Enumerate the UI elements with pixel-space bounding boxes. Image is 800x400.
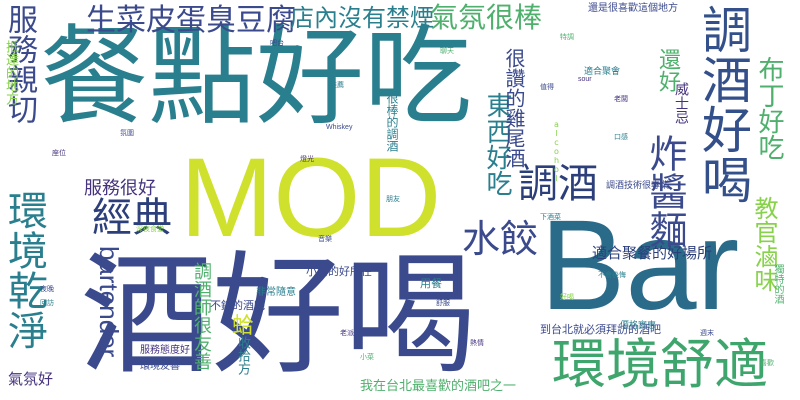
word-cloud-term: 夜晚 xyxy=(40,285,54,293)
word-cloud-term: 非常隨意 xyxy=(256,287,296,298)
word-cloud-term: 小酌的好所在 xyxy=(306,265,372,278)
word-cloud-term: 布丁好吃 xyxy=(754,56,784,160)
word-cloud-term: 很棒的調酒 xyxy=(385,92,399,152)
word-cloud-term: 還好 xyxy=(655,48,680,92)
word-cloud-term: 環境舒適 xyxy=(552,333,768,396)
word-cloud-term: 小菜 xyxy=(360,353,374,361)
word-cloud-term: 週末 xyxy=(700,329,714,337)
word-cloud-term: 喜歡 xyxy=(760,359,774,367)
word-cloud-term: 生菜皮蛋臭豆腐 xyxy=(86,3,296,38)
word-cloud-term: 音樂 xyxy=(318,235,332,243)
word-cloud-term: 座位 xyxy=(52,149,66,157)
word-cloud-term: 氣氛好 xyxy=(8,370,54,388)
word-cloud-term: 經典 xyxy=(92,195,172,241)
word-cloud-term: 特調 xyxy=(560,33,574,41)
word-cloud-term: MOD xyxy=(180,135,442,260)
word-cloud-term: 店內沒有禁煙 xyxy=(290,4,434,32)
word-cloud-term: 東西好吃 xyxy=(482,92,512,196)
word-cloud-term: 適合聚會 xyxy=(584,67,621,77)
word-cloud-term: 價格實惠 xyxy=(620,321,657,331)
word-cloud-term: 威士忌 xyxy=(673,82,689,124)
word-cloud-term: 氣氛很棒 xyxy=(430,1,543,34)
word-cloud-term: 老闆 xyxy=(614,95,628,103)
word-cloud-term: 收拾方 xyxy=(235,336,250,375)
word-cloud-term: 用餐 xyxy=(420,277,442,290)
word-cloud-term: 不錯的酒吧 xyxy=(210,299,265,312)
word-cloud-term: 適合聚餐的好場所 xyxy=(592,244,713,262)
word-cloud-term: 抵達的地方 xyxy=(3,40,18,105)
word-cloud-term: 環境乾淨 xyxy=(1,190,47,350)
word-cloud-term: 教官滷味 xyxy=(750,196,778,292)
word-cloud-term: 服務很好 xyxy=(84,178,156,199)
word-cloud-term: alcohol xyxy=(552,120,561,183)
word-cloud-term: 氛圍 xyxy=(120,129,134,137)
word-cloud-term: 口感 xyxy=(614,133,628,141)
word-cloud-term: 水餃 xyxy=(462,217,539,261)
word-cloud-term: 聊天 xyxy=(440,47,454,55)
word-cloud-term: 蛤 xyxy=(232,314,255,339)
word-cloud-term: 調酒好喝 xyxy=(694,4,752,204)
word-cloud-term: 酒好喝 xyxy=(80,239,476,393)
word-cloud-term: 到台北就必須拜訪的酒吧 xyxy=(540,323,661,336)
word-cloud-term: 很讚的雞尾酒 xyxy=(502,48,526,168)
word-cloud-term: 下酒菜 xyxy=(540,213,561,221)
word-cloud-term: 燈光 xyxy=(300,155,314,163)
word-cloud-term: 還是很喜歡這個地方 xyxy=(588,3,678,14)
word-cloud-term: 老派 xyxy=(340,329,354,337)
word-cloud-term: 我在台北最喜歡的酒吧之一 xyxy=(360,379,517,394)
word-cloud-term: 舒服 xyxy=(436,299,450,307)
word-cloud-term: 熱情 xyxy=(470,339,484,347)
word-cloud-term: 不會後悔 xyxy=(598,271,626,279)
word-cloud-term: Whiskey xyxy=(326,124,353,131)
word-cloud-term: 好喝 xyxy=(560,293,574,301)
word-cloud-term: 炸醬麵 xyxy=(643,134,687,248)
word-cloud-term: 吧台 xyxy=(270,39,284,47)
word-cloud-term: 調酒師很友善 xyxy=(191,262,212,370)
word-cloud-term: sour xyxy=(578,76,592,83)
word-cloud-term: 獨特的酒 xyxy=(772,264,783,304)
word-cloud-term: 調酒技術很專業 xyxy=(606,181,670,191)
word-cloud-term: 深夜食堂 xyxy=(136,225,164,233)
word-cloud-term: 推薦 xyxy=(330,81,344,89)
word-cloud-term: 環境友善 xyxy=(140,361,180,372)
word-cloud-term: 服務親切 xyxy=(2,4,37,124)
word-cloud-term: Bar xyxy=(540,194,740,337)
word-cloud-term: 朋友 xyxy=(386,195,400,203)
word-cloud-term: 服務態度好 xyxy=(140,345,190,356)
word-cloud-term: bartender xyxy=(94,246,124,358)
word-cloud-term: 值得 xyxy=(540,83,554,91)
word-cloud-term: 回訪 xyxy=(40,299,54,307)
word-cloud-term: 餐點好吃 xyxy=(40,15,473,140)
word-cloud-term: 調酒 xyxy=(518,161,598,207)
